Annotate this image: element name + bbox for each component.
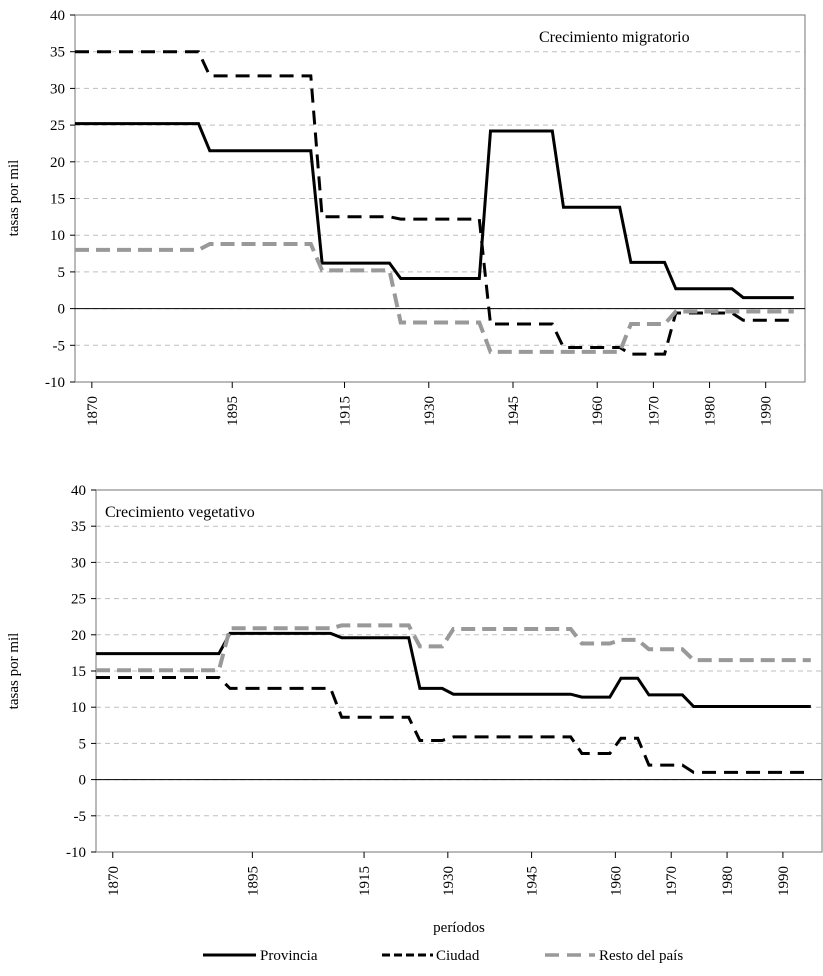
y-tick-label: 20 (50, 155, 65, 171)
legend: Provincia Ciudad Resto del país (203, 948, 683, 964)
y-tick-label: 15 (50, 192, 65, 208)
x-tick-label: 1970 (646, 396, 662, 426)
x-axis-label: períodos (433, 920, 485, 936)
y-axis-label: tasas por mil (6, 160, 22, 237)
legend-label-resto: Resto del país (599, 948, 683, 964)
y-tick-label: 10 (50, 228, 65, 244)
migratory-growth-panel: -10 -5 0 5 10 15 20 25 30 35 40 1870 1895 1915 1930 194… (6, 8, 806, 426)
y-tick-label: 30 (50, 81, 65, 97)
x-tick-label: 1990 (776, 866, 792, 896)
x-tick-label: 1960 (590, 396, 606, 426)
x-tick-label: 1915 (338, 396, 354, 426)
y-tick-label: 35 (50, 45, 65, 61)
x-tick-label: 1895 (245, 866, 261, 896)
y-tick-label: -5 (53, 338, 66, 354)
series-line-ciudad (75, 50, 794, 356)
x-tick-label: 1990 (759, 396, 775, 426)
series-line-provincia (96, 631, 811, 708)
series-line-resto-del-pa-s (96, 623, 811, 673)
x-tick-label: 1930 (422, 396, 438, 426)
x-tick-label: 1970 (664, 866, 680, 896)
y-tick-label: 40 (50, 8, 65, 24)
y-tick-label: -10 (45, 375, 65, 391)
panel-title: Crecimiento migratorio (539, 29, 690, 46)
y-tick-label: 25 (50, 118, 65, 134)
y-tick-label: 0 (79, 773, 87, 789)
x-tick-label: 1945 (506, 396, 522, 426)
x-tick-label: 1895 (225, 396, 241, 426)
series-line-resto-del-pa-s (75, 242, 794, 354)
x-tick-label: 1930 (441, 866, 457, 896)
y-tick-label: 20 (71, 628, 86, 644)
x-tick-label: 1915 (357, 866, 373, 896)
x-tick-label: 1980 (703, 396, 719, 426)
panel-title: Crecimiento vegetativo (105, 504, 255, 521)
x-tick-label: 1945 (525, 866, 541, 896)
x-tick-label: 1870 (85, 396, 101, 426)
x-tick-label: 1960 (608, 866, 624, 896)
series-line-provincia (75, 122, 794, 300)
y-tick-label: 5 (58, 265, 66, 281)
legend-label-provincia: Provincia (260, 948, 318, 964)
y-tick-label: 0 (58, 302, 66, 318)
x-tick-label: 1980 (720, 866, 736, 896)
y-tick-label: -10 (66, 845, 86, 861)
y-tick-label: 25 (71, 592, 86, 608)
legend-label-ciudad: Ciudad (436, 948, 480, 964)
y-axis-label: tasas por mil (6, 633, 22, 710)
y-tick-label: 15 (71, 664, 86, 680)
x-tick-label: 1870 (106, 866, 122, 896)
y-tick-label: 35 (71, 519, 86, 535)
y-tick-label: 10 (71, 700, 86, 716)
y-tick-label: 5 (79, 736, 87, 752)
y-tick-label: -5 (74, 809, 87, 825)
series-line-ciudad (96, 676, 811, 774)
vegetative-growth-panel: -10 -5 0 5 10 15 20 25 30 35 40 1870 1895 1915 1930 194… (6, 483, 823, 936)
y-tick-label: 40 (71, 483, 86, 499)
y-tick-label: 30 (71, 555, 86, 571)
